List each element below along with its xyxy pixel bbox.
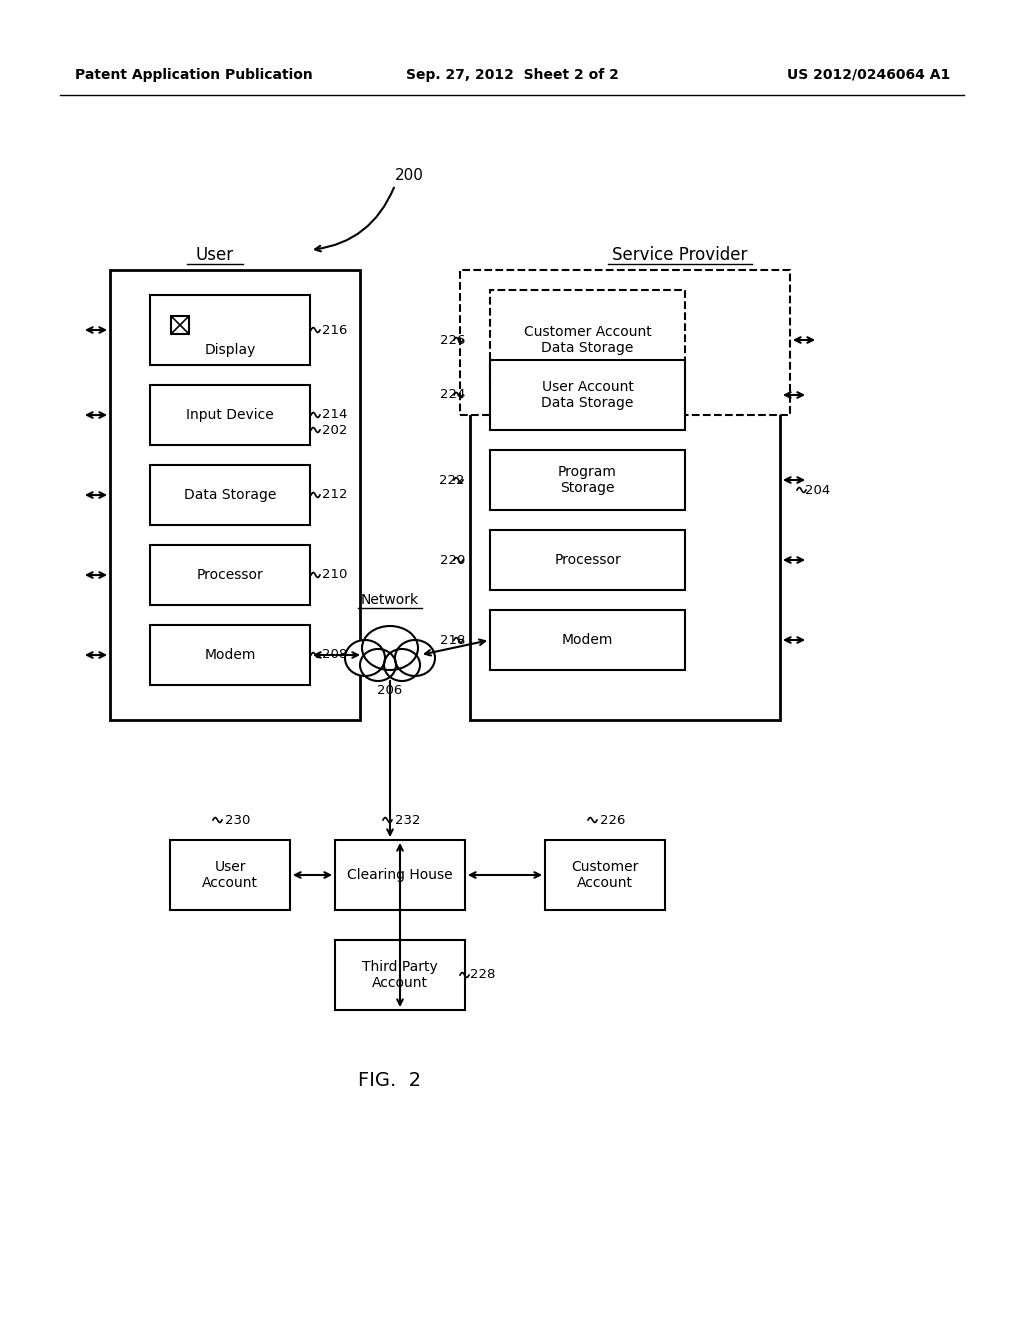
Text: Service Provider: Service Provider	[612, 246, 748, 264]
FancyBboxPatch shape	[110, 271, 360, 719]
FancyBboxPatch shape	[150, 624, 310, 685]
Text: 214: 214	[322, 408, 347, 421]
FancyBboxPatch shape	[150, 294, 310, 366]
FancyBboxPatch shape	[150, 545, 310, 605]
FancyBboxPatch shape	[460, 271, 790, 414]
Text: Network: Network	[360, 593, 419, 607]
Text: 222: 222	[439, 474, 465, 487]
Text: Patent Application Publication: Patent Application Publication	[75, 69, 312, 82]
Text: Third Party
Account: Third Party Account	[362, 960, 438, 990]
FancyBboxPatch shape	[171, 315, 189, 334]
Ellipse shape	[384, 649, 420, 681]
Text: User: User	[196, 246, 234, 264]
Text: 230: 230	[225, 813, 251, 826]
Text: Data Storage: Data Storage	[184, 488, 276, 502]
Text: 212: 212	[322, 488, 347, 502]
Ellipse shape	[362, 626, 418, 671]
Text: Modem: Modem	[562, 634, 613, 647]
Text: 204: 204	[805, 483, 830, 496]
Text: 232: 232	[395, 813, 421, 826]
FancyBboxPatch shape	[490, 610, 685, 671]
Text: 216: 216	[322, 323, 347, 337]
Text: 226: 226	[439, 334, 465, 346]
Text: User Account
Data Storage: User Account Data Storage	[542, 380, 634, 411]
Text: 224: 224	[439, 388, 465, 401]
Text: 202: 202	[322, 424, 347, 437]
Text: 226: 226	[600, 813, 626, 826]
FancyBboxPatch shape	[545, 840, 665, 909]
Text: Display: Display	[205, 343, 256, 356]
Ellipse shape	[395, 640, 435, 676]
Text: Customer Account
Data Storage: Customer Account Data Storage	[523, 325, 651, 355]
Text: 220: 220	[439, 553, 465, 566]
Text: 228: 228	[470, 969, 496, 982]
Ellipse shape	[345, 640, 385, 676]
Text: 208: 208	[322, 648, 347, 661]
Text: US 2012/0246064 A1: US 2012/0246064 A1	[786, 69, 950, 82]
Text: Customer
Account: Customer Account	[571, 859, 639, 890]
Text: FIG.  2: FIG. 2	[358, 1071, 422, 1089]
Text: 210: 210	[322, 569, 347, 582]
Text: Processor: Processor	[197, 568, 263, 582]
Ellipse shape	[360, 649, 396, 681]
Text: Input Device: Input Device	[186, 408, 273, 422]
Text: Modem: Modem	[205, 648, 256, 663]
FancyBboxPatch shape	[490, 290, 685, 389]
Text: User
Account: User Account	[202, 859, 258, 890]
Text: 218: 218	[439, 634, 465, 647]
FancyBboxPatch shape	[150, 465, 310, 525]
Text: Program
Storage: Program Storage	[558, 465, 616, 495]
FancyBboxPatch shape	[150, 385, 310, 445]
Text: 200: 200	[395, 168, 424, 182]
FancyBboxPatch shape	[490, 360, 685, 430]
Text: Sep. 27, 2012  Sheet 2 of 2: Sep. 27, 2012 Sheet 2 of 2	[406, 69, 618, 82]
Text: 206: 206	[378, 684, 402, 697]
FancyBboxPatch shape	[470, 341, 780, 719]
FancyBboxPatch shape	[490, 531, 685, 590]
FancyBboxPatch shape	[170, 840, 290, 909]
FancyBboxPatch shape	[335, 840, 465, 909]
Text: Clearing House: Clearing House	[347, 869, 453, 882]
FancyBboxPatch shape	[490, 450, 685, 510]
Text: Processor: Processor	[554, 553, 621, 568]
FancyBboxPatch shape	[335, 940, 465, 1010]
